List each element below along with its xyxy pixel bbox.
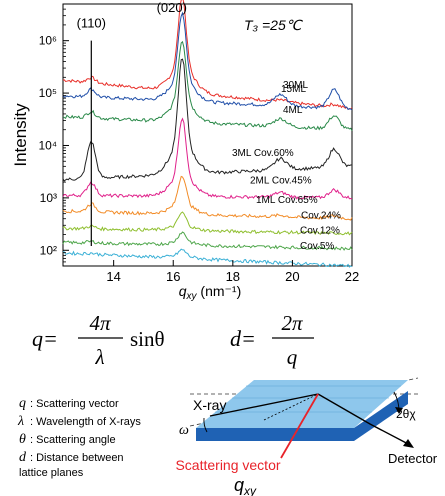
scattered-beam-arrowhead [403,439,414,448]
definition-symbol: q [19,396,26,411]
y-tick-label: 10⁶ [39,34,57,48]
sample-surface-grid [215,385,401,413]
y-tick-label: 10² [40,243,57,257]
x-tick-label: 20 [285,269,299,284]
series-line [62,0,353,110]
peak-labels: (110) (020) [77,0,187,31]
series-label: 15ML [281,84,306,95]
ticks-layer: 14 16 18 20 22 10² 10³ 10⁴ 10⁵ 10⁶ [38,3,359,284]
definition-lambda: λ : Wavelength of X-rays [17,414,141,429]
sample-side-right [354,391,408,441]
omega-label: ω [179,423,189,438]
series-label: Cov.24% [301,210,341,221]
series-label: 3ML Cov.60% [232,148,294,159]
definition-text: : Scattering angle [30,434,116,446]
x-tick-label: 14 [106,269,120,284]
definitions: q : Scattering vector λ : Wavelength of … [17,396,141,479]
series-line [62,11,353,111]
equations: q= 4π λ sinθ d= 2π q [32,311,314,369]
q-equation-sine: sinθ [130,327,165,351]
series-label: 30ML [283,80,308,91]
detector-label: Detector [388,451,438,466]
peak-label: (110) [77,16,106,31]
sample-side-front [196,428,354,441]
scattered-beam [317,393,413,447]
definition-symbol: θ [19,432,26,447]
y-axis-label: Intensity [11,103,30,167]
d-equation-denominator: q [287,345,298,369]
y-tick-label: 10⁴ [38,138,57,152]
d-equation-numerator: 2π [281,311,303,335]
series-line [62,175,353,221]
xray-incident-beam [209,393,319,417]
definition-symbol: d [19,450,27,465]
series-line [62,211,353,236]
omega-arc [203,417,208,433]
series-line [62,248,353,268]
scattering-vector-label: Scattering vector [175,457,280,473]
xray-label: X-ray [193,397,226,413]
x-tick-label: 22 [345,269,359,284]
x-tick-label: 18 [226,269,240,284]
definition-theta: θ : Scattering angle [19,432,116,447]
definition-d: d : Distance between [19,450,124,465]
series-label: 4ML [283,105,303,116]
temperature-label: T₃ =25℃ [244,17,304,33]
definition-text: : Scattering vector [30,398,119,410]
beam-projection [263,393,319,421]
q-equation-numerator: 4π [89,311,111,335]
series-line [62,40,353,131]
series-label: 2ML Cov.45% [250,176,312,187]
series-label: 1ML Cov.65% [256,195,318,206]
q-equation-denominator: λ [94,345,104,369]
scattering-vector-arrow [280,393,319,459]
series-label: Cov.5% [300,241,334,252]
q-equation-lhs: q= [32,326,58,351]
definition-text: : Distance between [30,452,124,464]
y-tick-label: 10⁵ [39,86,57,100]
series-line [62,58,353,182]
definition-continuation: lattice planes [19,467,84,479]
series-layer [62,0,353,268]
y-tick-label: 10³ [40,191,57,205]
series-label: Cov.12% [300,225,340,236]
definition-symbol: λ [17,414,24,429]
d-equation-lhs: d= [230,326,256,351]
two-theta-arrowhead [395,407,403,414]
scattering-vector-symbol: qxy [234,475,257,496]
scattering-diagram: X-ray ω 2θχ Detector Scattering vector q… [175,377,438,496]
plot-frame [62,3,353,267]
definition-text: : Wavelength of X-rays [30,416,141,428]
definition-q: q : Scattering vector [19,396,119,411]
x-axis-label: qxy (nm⁻¹) [179,283,242,302]
x-tick-label: 16 [166,269,180,284]
two-theta-chi-label: 2θχ [396,407,416,421]
series-line [62,231,353,251]
peak-label: (020) [157,0,187,15]
series-line [62,117,353,200]
